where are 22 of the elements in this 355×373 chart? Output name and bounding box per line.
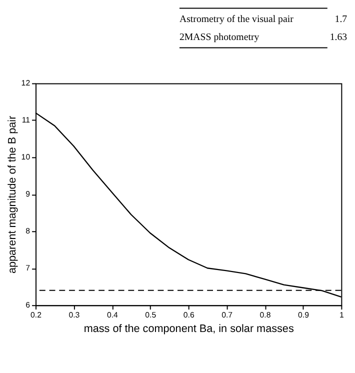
y-axis-title: apparent magnitude of the B pair bbox=[6, 115, 18, 274]
y-tick-label: 8 bbox=[26, 226, 31, 236]
y-tick-label: 10 bbox=[21, 152, 31, 162]
x-tick-label: 0.9 bbox=[298, 310, 309, 320]
x-tick-label: 0.8 bbox=[260, 310, 272, 320]
y-tick-label: 12 bbox=[21, 78, 30, 88]
x-tick-label: 0.5 bbox=[145, 310, 157, 320]
text: 2MASS photometry bbox=[179, 32, 260, 43]
y-tick-label: 9 bbox=[26, 190, 30, 199]
x-tick-label: 0.4 bbox=[106, 310, 119, 320]
x-axis-title: mass of the component Ba, in solar masses bbox=[84, 323, 294, 336]
x-tick-label: 0.3 bbox=[68, 310, 80, 320]
x-tick-label: 0.7 bbox=[222, 310, 233, 320]
x-tick-label: 1 bbox=[339, 310, 344, 320]
text: 1.63 bbox=[330, 32, 348, 43]
x-tick-label: 0.6 bbox=[183, 310, 195, 320]
y-tick-label: 6 bbox=[26, 300, 31, 310]
x-tick-label: 0.2 bbox=[30, 310, 42, 320]
text: 1.7 bbox=[334, 14, 348, 26]
y-tick-label: 7 bbox=[26, 264, 30, 273]
y-tick-label: 11 bbox=[22, 116, 30, 125]
text: Astrometry of the visual pair bbox=[179, 14, 294, 26]
